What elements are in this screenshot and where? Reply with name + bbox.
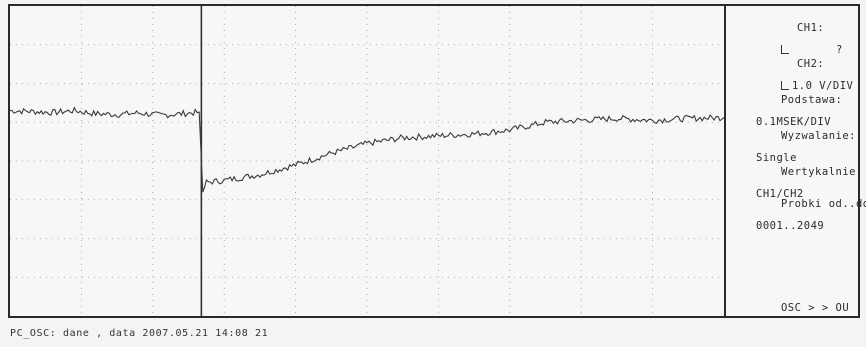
waveform-plot [10, 6, 726, 316]
probki-block: Probki od..do 0001..2049 [740, 188, 866, 254]
ch1-label: CH1: [796, 22, 825, 34]
ch1-value: ? [835, 44, 843, 56]
probki-value: 0001..2049 [756, 220, 825, 232]
wyzwalanie-label: Wyzwalanie: [780, 130, 856, 142]
wyzwalanie-block: Wyzwalanie: Single [740, 120, 856, 186]
ch2-label: CH2: [796, 58, 825, 70]
osc-mode-button[interactable]: OSC > > OU [740, 292, 849, 325]
wertykalnie-block: Wertykalnie: CH1/CH2 [740, 156, 863, 222]
ch2-value: 1.0 V/DIV [791, 80, 854, 92]
ch2-box-icon [780, 81, 789, 90]
osc-mode-label: OSC > > OU [780, 302, 850, 314]
waveform-trace [10, 106, 724, 193]
waveform-svg [10, 6, 724, 316]
podstawa-value: 0.1MSEK/DIV [756, 116, 832, 128]
probki-label: Probki od..do [780, 198, 866, 210]
podstawa-block: Podstawa: 0.1MSEK/DIV [740, 84, 842, 150]
podstawa-label: Podstawa: [780, 94, 843, 106]
ch2-block: CH2: 1.0 V/DIV [740, 48, 853, 103]
wertykalnie-label: Wertykalnie: [780, 166, 863, 178]
ch1-box-icon [780, 45, 789, 54]
side-panel: CH1: ? CH2: 1.0 V/DIV Podstawa: 0.1MSEK/… [730, 6, 866, 316]
ch1-block: CH1: ? [740, 12, 843, 67]
status-bar: PC_OSC: dane , data 2007.05.21 14:08 21 [10, 328, 269, 339]
wyzwalanie-value: Single [756, 152, 797, 164]
wertykalnie-value: CH1/CH2 [756, 188, 804, 200]
oscilloscope-screen: CH1: ? CH2: 1.0 V/DIV Podstawa: 0.1MSEK/… [8, 4, 866, 318]
